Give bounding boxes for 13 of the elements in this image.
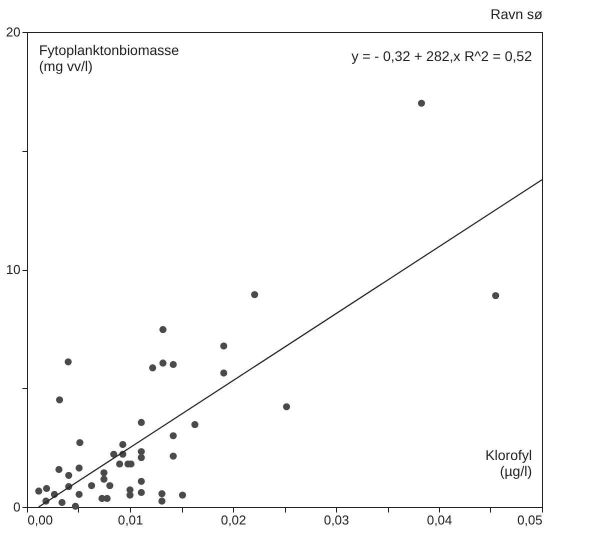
y-tick-label: 0 (13, 500, 20, 514)
annotation: y = - 0,32 + 282,x R^2 = 0,52 (351, 48, 532, 64)
x-tick-label: 0,01 (118, 512, 144, 528)
x-tick-label: 0,00 (28, 512, 53, 528)
x-tick-label: 0,05 (517, 512, 542, 528)
x-axis-title: Klorofyl (µg/l) (485, 447, 532, 479)
y-tick-label: 20 (6, 24, 20, 40)
x-tick-label: 0,04 (426, 512, 452, 528)
chart-title: Ravn sø (490, 6, 544, 22)
x-tick-label: 0,03 (324, 512, 350, 528)
y-axis-title: Fytoplanktonbiomasse (mg vv/l) (39, 42, 180, 74)
x-tick-label: 0,02 (220, 512, 246, 528)
y-tick-label: 10 (6, 262, 20, 277)
